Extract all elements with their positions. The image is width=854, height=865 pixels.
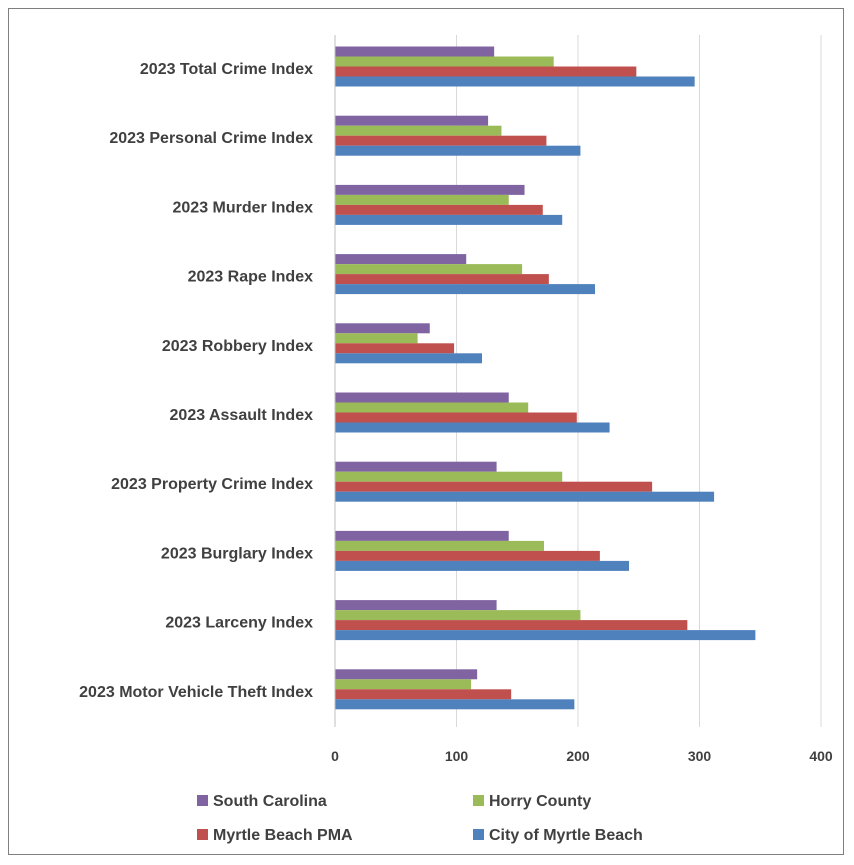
axes: 0 100 200 300 400 2023 Total Crime Index 2023 … bbox=[79, 35, 833, 764]
bar bbox=[335, 204, 543, 215]
bars bbox=[335, 46, 756, 710]
bar bbox=[335, 353, 483, 364]
bar bbox=[335, 125, 502, 136]
legend-label: Horry County bbox=[489, 793, 591, 810]
x-tick-label: 400 bbox=[809, 748, 833, 764]
bar bbox=[335, 254, 467, 265]
bar bbox=[335, 461, 497, 472]
category-label: 2023 Property Crime Index bbox=[111, 476, 313, 493]
bar bbox=[335, 264, 523, 275]
category-label: 2023 Rape Index bbox=[188, 269, 314, 286]
category-label: 2023 Total Crime Index bbox=[140, 61, 313, 78]
bar bbox=[335, 540, 544, 551]
bar bbox=[335, 481, 653, 492]
category-label: 2023 Larceny Index bbox=[165, 615, 313, 632]
bar bbox=[335, 392, 509, 403]
category-label: 2023 Personal Crime Index bbox=[109, 130, 313, 147]
x-tick-label: 100 bbox=[445, 748, 469, 764]
bar bbox=[335, 194, 509, 205]
bar bbox=[335, 135, 547, 146]
legend-label: City of Myrtle Beach bbox=[489, 827, 643, 844]
bar bbox=[335, 402, 529, 413]
bar bbox=[335, 145, 581, 156]
x-tick-label: 0 bbox=[331, 748, 339, 764]
legend-label: South Carolina bbox=[213, 793, 327, 810]
legend-swatch bbox=[197, 795, 208, 806]
legend-swatch bbox=[197, 829, 208, 840]
legend: South Carolina Horry County Myrtle Beach P… bbox=[197, 793, 643, 844]
legend-item: Myrtle Beach PMA bbox=[197, 827, 353, 844]
bar bbox=[335, 689, 512, 700]
bar bbox=[335, 66, 637, 77]
bar bbox=[335, 333, 418, 344]
bar bbox=[335, 491, 715, 502]
bar bbox=[335, 284, 596, 295]
bar bbox=[335, 530, 509, 541]
legend-item: Horry County bbox=[473, 793, 591, 810]
bar bbox=[335, 620, 688, 631]
category-label: 2023 Burglary Index bbox=[161, 545, 313, 562]
bar bbox=[335, 679, 472, 690]
x-tick-label: 300 bbox=[688, 748, 712, 764]
bar bbox=[335, 560, 630, 571]
bar bbox=[335, 323, 430, 334]
bar bbox=[335, 46, 495, 57]
legend-item: City of Myrtle Beach bbox=[473, 827, 643, 844]
bar bbox=[335, 56, 554, 67]
bar bbox=[335, 699, 575, 710]
bar bbox=[335, 669, 478, 680]
bar bbox=[335, 630, 756, 641]
category-label: 2023 Robbery Index bbox=[162, 338, 313, 355]
bar bbox=[335, 76, 695, 87]
bar bbox=[335, 422, 610, 433]
legend-item: South Carolina bbox=[197, 793, 327, 810]
legend-swatch bbox=[473, 829, 484, 840]
category-label: 2023 Assault Index bbox=[170, 407, 314, 424]
bar bbox=[335, 550, 600, 561]
category-label: 2023 Murder Index bbox=[173, 199, 314, 216]
bar bbox=[335, 610, 581, 621]
bar bbox=[335, 214, 563, 225]
bar bbox=[335, 115, 489, 126]
bar bbox=[335, 343, 455, 354]
chart-frame: 0 100 200 300 400 2023 Total Crime Index 2023 … bbox=[8, 8, 844, 855]
bar bbox=[335, 274, 549, 285]
bar bbox=[335, 600, 497, 611]
category-label: 2023 Motor Vehicle Theft Index bbox=[79, 684, 313, 701]
bar-chart: 0 100 200 300 400 2023 Total Crime Index 2023 … bbox=[79, 35, 833, 844]
legend-label: Myrtle Beach PMA bbox=[213, 827, 353, 844]
legend-swatch bbox=[473, 795, 484, 806]
bar bbox=[335, 471, 563, 482]
x-tick-label: 200 bbox=[566, 748, 590, 764]
bar bbox=[335, 184, 525, 195]
bar bbox=[335, 412, 577, 423]
